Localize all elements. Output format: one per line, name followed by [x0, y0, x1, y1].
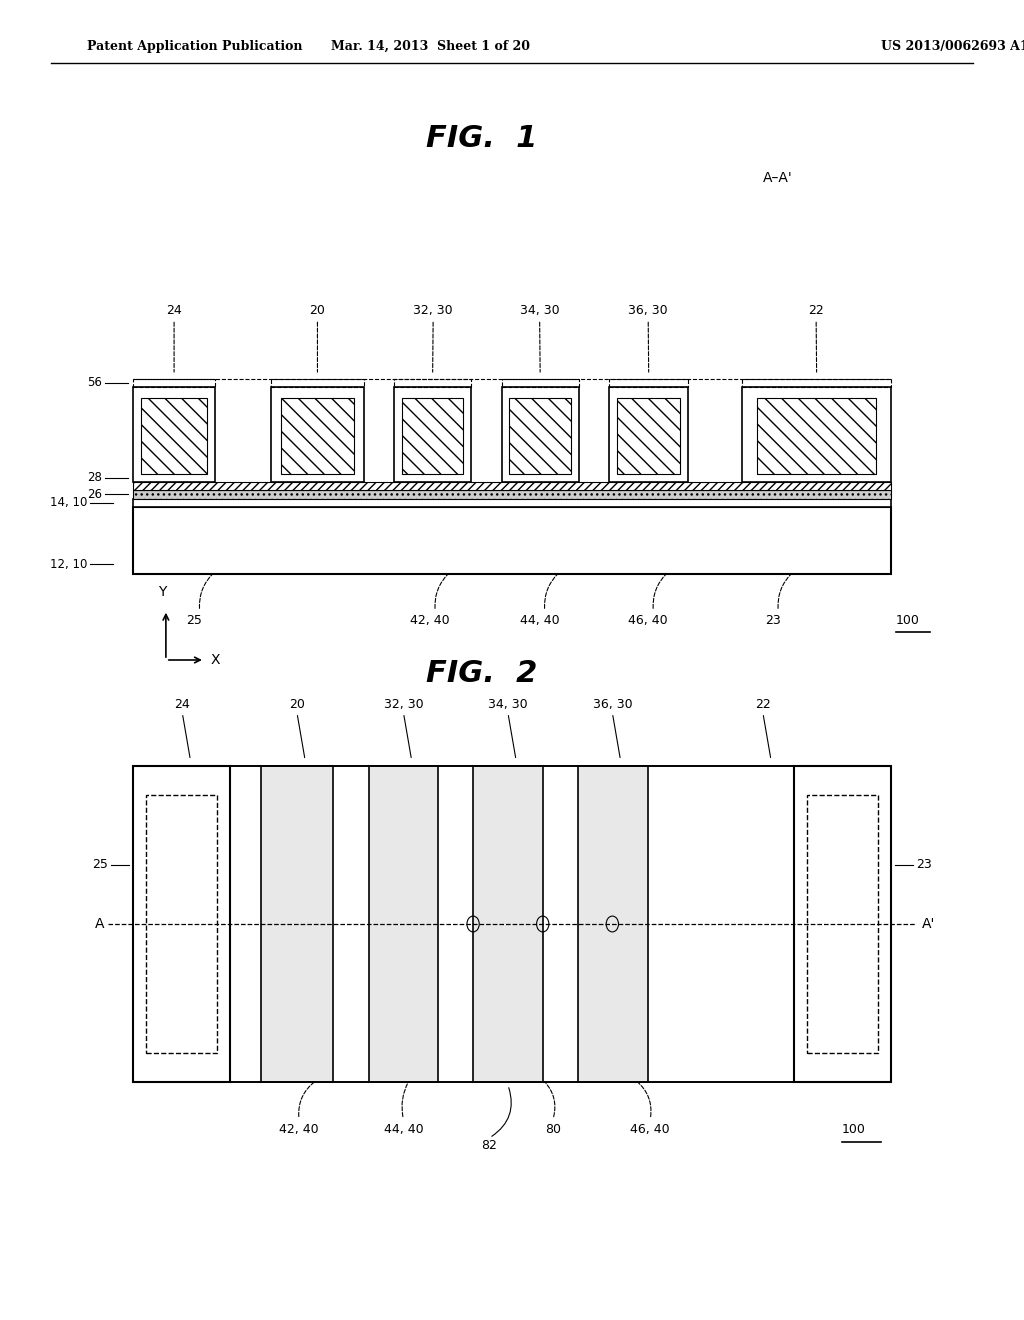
Text: X: X: [211, 653, 220, 667]
Bar: [141, 399, 207, 474]
Text: FIG.  2: FIG. 2: [426, 659, 537, 688]
Text: A': A': [922, 917, 935, 931]
Text: 24: 24: [174, 698, 190, 711]
Bar: [578, 766, 648, 1082]
Text: FIG.  1: FIG. 1: [426, 124, 537, 153]
Bar: [742, 387, 891, 482]
Text: 20: 20: [289, 698, 305, 711]
Text: 14, 10: 14, 10: [50, 496, 87, 510]
Text: 80: 80: [545, 1123, 561, 1137]
Bar: [369, 766, 438, 1082]
Bar: [146, 795, 217, 1053]
Bar: [261, 766, 333, 1082]
Bar: [401, 399, 463, 474]
Text: 56: 56: [87, 376, 102, 389]
Text: 23: 23: [916, 858, 932, 871]
Bar: [271, 379, 364, 387]
Text: 100: 100: [896, 614, 920, 627]
Bar: [807, 795, 878, 1053]
Text: 100: 100: [842, 1123, 865, 1137]
Bar: [133, 379, 215, 387]
Text: 32, 30: 32, 30: [414, 304, 453, 317]
Text: 20: 20: [309, 304, 326, 317]
Text: Mar. 14, 2013  Sheet 1 of 20: Mar. 14, 2013 Sheet 1 of 20: [331, 40, 529, 53]
Bar: [510, 399, 571, 474]
Text: 22: 22: [808, 304, 824, 317]
Bar: [133, 499, 891, 507]
Bar: [133, 766, 891, 1082]
Text: 25: 25: [91, 858, 108, 871]
Bar: [394, 387, 471, 482]
Text: 34, 30: 34, 30: [520, 304, 559, 317]
Bar: [133, 387, 215, 482]
Text: Y: Y: [158, 585, 166, 599]
Bar: [609, 387, 688, 482]
Text: US 2013/0062693 A1: US 2013/0062693 A1: [881, 40, 1024, 53]
Bar: [609, 379, 688, 387]
Text: 32, 30: 32, 30: [384, 698, 423, 711]
Bar: [394, 379, 471, 387]
Text: 25: 25: [186, 614, 203, 627]
Bar: [502, 379, 579, 387]
Text: 28: 28: [87, 471, 102, 484]
Bar: [133, 482, 891, 490]
Text: 44, 40: 44, 40: [384, 1123, 423, 1137]
Bar: [133, 490, 891, 499]
Text: 34, 30: 34, 30: [488, 698, 527, 711]
Bar: [794, 766, 891, 1082]
Text: 26: 26: [87, 488, 102, 500]
Bar: [133, 766, 230, 1082]
Bar: [473, 766, 543, 1082]
Text: 24: 24: [166, 304, 182, 317]
Text: 82: 82: [481, 1139, 498, 1152]
Bar: [281, 399, 354, 474]
Bar: [271, 387, 364, 482]
Text: 36, 30: 36, 30: [593, 698, 632, 711]
Bar: [133, 507, 891, 574]
Bar: [742, 379, 891, 387]
Text: 23: 23: [765, 614, 781, 627]
Bar: [617, 399, 680, 474]
Bar: [502, 387, 579, 482]
Text: A: A: [95, 917, 104, 931]
Text: 46, 40: 46, 40: [629, 614, 668, 627]
Text: 36, 30: 36, 30: [629, 304, 668, 317]
Text: 22: 22: [755, 698, 771, 711]
Text: 44, 40: 44, 40: [520, 614, 559, 627]
Text: 42, 40: 42, 40: [280, 1123, 318, 1137]
Bar: [757, 399, 876, 474]
Text: 12, 10: 12, 10: [50, 557, 87, 570]
Text: 42, 40: 42, 40: [411, 614, 450, 627]
Text: A–A': A–A': [763, 172, 794, 185]
Text: 46, 40: 46, 40: [631, 1123, 670, 1137]
Text: Patent Application Publication: Patent Application Publication: [87, 40, 302, 53]
